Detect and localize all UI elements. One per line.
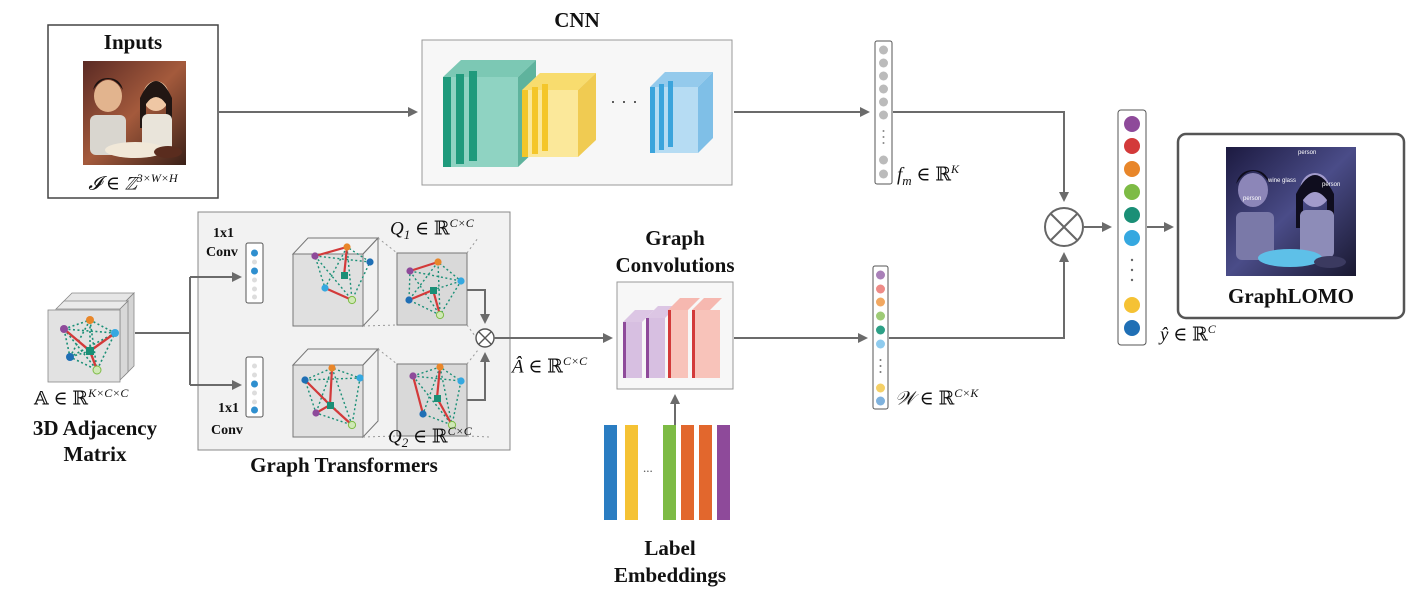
w-sup: C×K <box>954 386 979 400</box>
conv-vector-top <box>245 242 264 304</box>
q2-matrix <box>396 363 468 437</box>
inputs-title: Inputs <box>103 30 163 54</box>
graph-convolutions-line2: Convolutions <box>615 253 735 277</box>
inputs-formula: 𝓘 ∈ ℤ3×W×H <box>48 171 218 195</box>
feature-label: fm ∈ ℝK <box>897 162 959 189</box>
conv-vector-bottom <box>245 356 264 418</box>
detection-label-2: wine glass <box>1268 178 1297 184</box>
output-label: ŷ ∈ ℝC <box>1160 322 1216 346</box>
gcn-layers <box>623 298 722 378</box>
a-hat-symbol: Â <box>512 356 524 378</box>
q2-label: Q2 ∈ ℝC×C <box>388 424 472 451</box>
adjacency-title-line2: Matrix <box>63 442 127 466</box>
inputs-formula-sup: 3×W×H <box>136 171 178 185</box>
w-label: 𝒲 ∈ ℝC×K <box>895 386 978 410</box>
graph-convolutions-line1: Graph <box>645 226 705 250</box>
result-title: GraphLOMO <box>1227 284 1354 308</box>
detection-label-3: person <box>1322 182 1341 188</box>
matmul-operator <box>475 328 495 348</box>
inputs-formula-main: 𝓘 ∈ ℤ <box>88 173 137 195</box>
q1-matrix <box>396 252 468 326</box>
adjacency-formula: 𝔸 ∈ ℝK×C×C <box>34 386 128 410</box>
flow-connections <box>135 107 1174 425</box>
fusion-operator <box>1044 207 1084 247</box>
conv-top-line2: Conv <box>206 245 238 260</box>
adjacency-formula-sup: K×C×C <box>88 386 129 400</box>
w-rel: ∈ ℝ <box>919 388 955 410</box>
conv-bottom-line2: Conv <box>211 423 243 438</box>
adjacency-stack <box>47 292 135 383</box>
w-symbol: 𝒲 <box>895 388 915 410</box>
label-embeddings-line2: Embeddings <box>613 563 727 587</box>
a-hat-sup: C×C <box>562 354 588 368</box>
detection-label-1: person <box>1298 150 1317 156</box>
feature-sub: m <box>902 173 912 189</box>
q1-sup: C×C <box>449 216 474 230</box>
a-hat-label: Â ∈ ℝC×C <box>512 354 587 378</box>
q1-sub: 1 <box>403 227 411 243</box>
w-vector <box>872 265 889 410</box>
transformer-cube-top <box>291 236 380 328</box>
q2-symbol: Q <box>388 426 402 448</box>
conv-top-line1: 1x1 <box>213 226 234 241</box>
a-hat-rel: ∈ ℝ <box>528 356 563 378</box>
output-rel: ∈ ℝ <box>1173 324 1208 346</box>
result-photo <box>1226 147 1356 276</box>
output-symbol: ŷ <box>1160 324 1169 346</box>
conv-bottom-line1: 1x1 <box>218 401 239 416</box>
feature-sup: K <box>951 162 960 176</box>
feature-symbol: f <box>897 164 903 186</box>
feature-rel: ∈ ℝ <box>916 164 952 186</box>
q2-rel: ∈ ℝ <box>412 426 448 448</box>
input-photo <box>83 61 186 165</box>
output-sup: C <box>1207 322 1216 336</box>
output-vector <box>1117 109 1147 346</box>
adjacency-title-line1: 3D Adjacency <box>32 416 158 440</box>
adjacency-formula-main: 𝔸 ∈ ℝ <box>34 388 89 410</box>
cnn-title: CNN <box>554 8 600 32</box>
feature-vector <box>874 40 893 185</box>
q1-symbol: Q <box>390 218 404 240</box>
cnn-blue-block <box>650 72 713 153</box>
label-embeddings-ellipsis: ... <box>643 460 653 475</box>
cnn-yellow-block <box>522 73 596 157</box>
label-embedding-bars <box>604 425 730 520</box>
q2-sup: C×C <box>447 424 472 438</box>
q1-rel: ∈ ℝ <box>414 218 450 240</box>
cnn-ellipsis: · · · <box>610 91 638 111</box>
transformer-cube-bottom <box>291 347 380 439</box>
detection-label-4: person <box>1243 196 1262 202</box>
q1-label: Q1 ∈ ℝC×C <box>390 216 474 243</box>
graph-transformers-title: Graph Transformers <box>250 453 438 477</box>
label-embeddings-line1: Label <box>644 536 696 560</box>
q2-sub: 2 <box>401 435 409 451</box>
